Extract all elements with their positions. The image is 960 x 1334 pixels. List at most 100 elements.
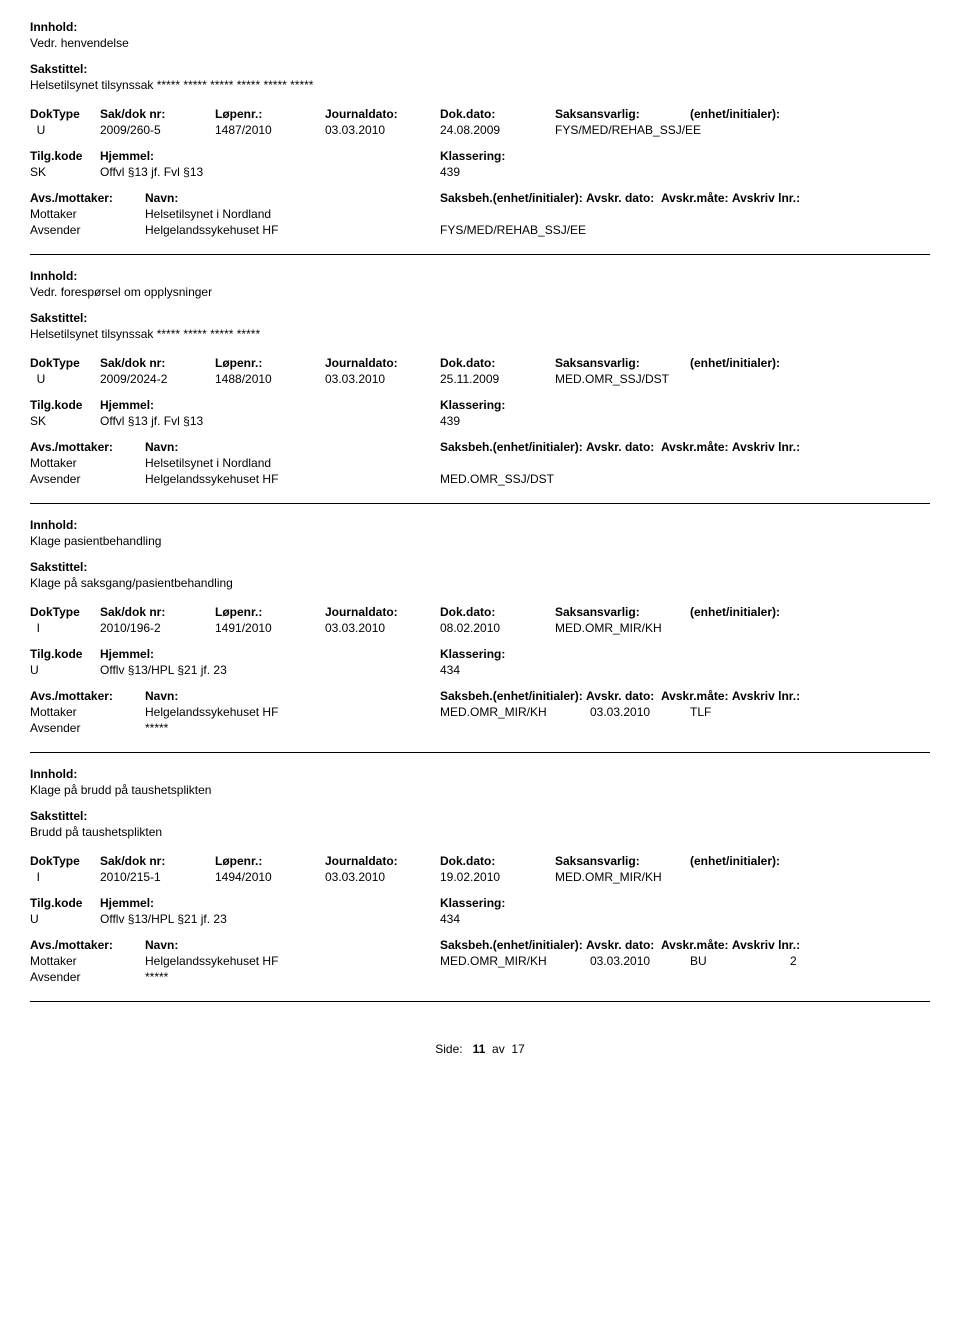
- party-avskriv-lnr: [790, 969, 930, 971]
- hdr-enhet: (enhet/initialer):: [690, 106, 930, 122]
- hdr-dokdato: Dok.dato:: [440, 106, 555, 122]
- hdr-tilgkode: Tilg.kode: [30, 646, 100, 662]
- party-row: Mottaker Helsetilsynet i Nordland: [30, 206, 930, 222]
- party-navn: Helsetilsynet i Nordland: [145, 455, 440, 471]
- hdr-avsmottaker: Avs./mottaker:: [30, 937, 145, 953]
- sakstittel-label: Sakstittel:: [30, 311, 930, 325]
- party-saksbeh: [440, 720, 590, 722]
- party-row: Avsender *****: [30, 969, 930, 985]
- party-saksbeh: [440, 206, 590, 208]
- tilg-value-row: SK Offvl §13 jf. Fvl §13 439: [30, 413, 930, 429]
- party-avskr-dato: 03.03.2010: [590, 704, 690, 720]
- party-avskr-mate: [690, 720, 790, 722]
- innhold-text: Klage på brudd på taushetsplikten: [30, 783, 930, 797]
- party-avskr-dato: [590, 206, 690, 208]
- party-avskr-mate: BU: [690, 953, 790, 969]
- party-role: Mottaker: [30, 704, 145, 720]
- hdr-journaldato: Journaldato:: [325, 853, 440, 869]
- innhold-label: Innhold:: [30, 269, 930, 283]
- val-hjemmel: Offlv §13/HPL §21 jf. 23: [100, 662, 440, 678]
- hdr-saksbeh-line: Saksbeh.(enhet/initialer): Avskr. dato: …: [440, 937, 930, 953]
- hdr-navn: Navn:: [145, 688, 440, 704]
- val-tilgkode: U: [30, 662, 100, 678]
- party-avskriv-lnr: [790, 720, 930, 722]
- journal-record: Innhold: Klage på brudd på taushetsplikt…: [30, 767, 930, 985]
- hdr-hjemmel: Hjemmel:: [100, 397, 440, 413]
- party-role: Avsender: [30, 222, 145, 238]
- hdr-saksbeh-line: Saksbeh.(enhet/initialer): Avskr. dato: …: [440, 688, 930, 704]
- hdr-sakdok: Sak/dok nr:: [100, 106, 215, 122]
- party-saksbeh: [440, 969, 590, 971]
- party-avskr-dato: [590, 720, 690, 722]
- party-avskr-mate: [690, 455, 790, 457]
- party-avskr-mate: TLF: [690, 704, 790, 720]
- hdr-dokdato: Dok.dato:: [440, 355, 555, 371]
- party-row: Mottaker Helgelandssykehuset HF MED.OMR_…: [30, 704, 930, 720]
- hdr-saksbeh-line: Saksbeh.(enhet/initialer): Avskr. dato: …: [440, 439, 930, 455]
- val-saksansvarlig: MED.OMR_SSJ/DST: [555, 371, 690, 387]
- hdr-journaldato: Journaldato:: [325, 106, 440, 122]
- val-dokdato: 25.11.2009: [440, 371, 555, 387]
- record-divider: [30, 254, 930, 255]
- footer-av-label: av: [489, 1042, 508, 1056]
- val-klassering: 439: [440, 413, 930, 429]
- avs-header-row: Avs./mottaker: Navn: Saksbeh.(enhet/init…: [30, 937, 930, 953]
- innhold-label: Innhold:: [30, 518, 930, 532]
- hdr-lopenr: Løpenr.:: [215, 604, 325, 620]
- doc-header-row: DokType Sak/dok nr: Løpenr.: Journaldato…: [30, 604, 930, 620]
- record-divider: [30, 752, 930, 753]
- tilg-value-row: U Offlv §13/HPL §21 jf. 23 434: [30, 911, 930, 927]
- val-lopenr: 1487/2010: [215, 122, 325, 138]
- hdr-saksbeh-line: Saksbeh.(enhet/initialer): Avskr. dato: …: [440, 190, 930, 206]
- hdr-lopenr: Løpenr.:: [215, 106, 325, 122]
- hdr-avsmottaker: Avs./mottaker:: [30, 439, 145, 455]
- tilg-value-row: U Offlv §13/HPL §21 jf. 23 434: [30, 662, 930, 678]
- sakstittel-label: Sakstittel:: [30, 809, 930, 823]
- hdr-sakdok: Sak/dok nr:: [100, 355, 215, 371]
- party-role: Avsender: [30, 720, 145, 736]
- innhold-label: Innhold:: [30, 20, 930, 34]
- hdr-avsmottaker: Avs./mottaker:: [30, 190, 145, 206]
- party-avskriv-lnr: [790, 455, 930, 457]
- party-navn: Helgelandssykehuset HF: [145, 471, 440, 487]
- journal-record: Innhold: Vedr. henvendelse Sakstittel: H…: [30, 20, 930, 238]
- doc-header-row: DokType Sak/dok nr: Løpenr.: Journaldato…: [30, 106, 930, 122]
- val-lopenr: 1491/2010: [215, 620, 325, 636]
- party-avskr-dato: [590, 455, 690, 457]
- hdr-navn: Navn:: [145, 190, 440, 206]
- hdr-doktype: DokType: [30, 604, 100, 620]
- hdr-navn: Navn:: [145, 937, 440, 953]
- doc-value-row: U 2009/260-5 1487/2010 03.03.2010 24.08.…: [30, 122, 930, 138]
- hdr-sakdok: Sak/dok nr:: [100, 853, 215, 869]
- sakstittel-label: Sakstittel:: [30, 560, 930, 574]
- doc-value-row: I 2010/215-1 1494/2010 03.03.2010 19.02.…: [30, 869, 930, 885]
- val-klassering: 434: [440, 911, 930, 927]
- hdr-journaldato: Journaldato:: [325, 604, 440, 620]
- party-navn: Helgelandssykehuset HF: [145, 953, 440, 969]
- hdr-saksansvarlig: Saksansvarlig:: [555, 604, 690, 620]
- party-saksbeh: MED.OMR_SSJ/DST: [440, 471, 590, 487]
- hdr-doktype: DokType: [30, 853, 100, 869]
- hdr-hjemmel: Hjemmel:: [100, 646, 440, 662]
- avs-header-row: Avs./mottaker: Navn: Saksbeh.(enhet/init…: [30, 688, 930, 704]
- val-journaldato: 03.03.2010: [325, 620, 440, 636]
- party-avskriv-lnr: [790, 704, 930, 706]
- party-avskr-dato: [590, 222, 690, 224]
- val-klassering: 439: [440, 164, 930, 180]
- journal-record: Innhold: Klage pasientbehandling Sakstit…: [30, 518, 930, 736]
- doc-header-row: DokType Sak/dok nr: Løpenr.: Journaldato…: [30, 853, 930, 869]
- party-role: Mottaker: [30, 455, 145, 471]
- party-avskr-dato: 03.03.2010: [590, 953, 690, 969]
- innhold-text: Klage pasientbehandling: [30, 534, 930, 548]
- innhold-text: Vedr. henvendelse: [30, 36, 930, 50]
- avs-header-row: Avs./mottaker: Navn: Saksbeh.(enhet/init…: [30, 439, 930, 455]
- record-divider: [30, 503, 930, 504]
- tilg-header-row: Tilg.kode Hjemmel: Klassering:: [30, 895, 930, 911]
- party-role: Avsender: [30, 471, 145, 487]
- innhold-text: Vedr. forespørsel om opplysninger: [30, 285, 930, 299]
- val-saksansvarlig: FYS/MED/REHAB_SSJ/EE: [555, 122, 690, 138]
- hdr-sakdok: Sak/dok nr:: [100, 604, 215, 620]
- party-avskriv-lnr: 2: [790, 953, 930, 969]
- sakstittel-text: Brudd på taushetsplikten: [30, 825, 930, 839]
- footer-page-num: 11: [473, 1042, 486, 1056]
